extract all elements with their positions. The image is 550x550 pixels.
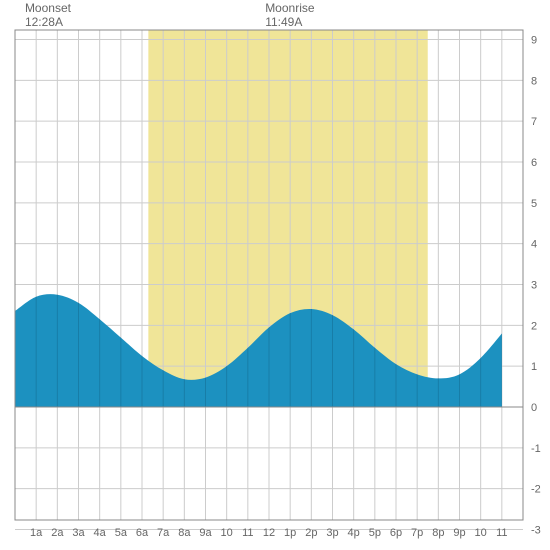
moonset-label-group: Moonset12:28A bbox=[25, 1, 72, 29]
y-tick-label: 9 bbox=[531, 35, 537, 47]
x-tick-label: 1a bbox=[30, 527, 43, 539]
moonrise-label: Moonrise bbox=[265, 1, 315, 15]
y-tick-label: -1 bbox=[531, 443, 541, 455]
moonrise-label-group: Moonrise11:49A bbox=[265, 1, 315, 29]
y-tick-label: 8 bbox=[531, 75, 537, 87]
moonset-time: 12:28A bbox=[25, 15, 63, 29]
x-tick-label: 7p bbox=[411, 527, 423, 539]
tide-chart: -3-2-101234567891a2a3a4a5a6a7a8a9a101112… bbox=[0, 0, 550, 550]
x-tick-label: 10 bbox=[221, 527, 233, 539]
moonset-label: Moonset bbox=[25, 1, 72, 15]
x-axis-labels: 1a 2a 3a 4a 5a 6a 7a 8a 9a 10 11 12 1p 2p 3p 4p 5p 6p 7p 8p… bbox=[30, 527, 508, 539]
y-tick-label: -2 bbox=[531, 484, 541, 496]
x-tick-label: 6a bbox=[136, 527, 149, 539]
x-tick-label: 5p bbox=[369, 527, 381, 539]
x-tick-label: 9a bbox=[199, 527, 212, 539]
y-tick-label: 7 bbox=[531, 116, 537, 128]
y-tick-label: 5 bbox=[531, 198, 537, 210]
y-tick-label: 2 bbox=[531, 320, 537, 332]
x-tick-label: 4p bbox=[348, 527, 360, 539]
y-axis-labels: -3 -2 -1 0 1 2 3 4 5 6 7 8 9 bbox=[531, 35, 541, 537]
x-tick-label: 9p bbox=[453, 527, 465, 539]
y-tick-label: -3 bbox=[531, 525, 541, 537]
grid bbox=[15, 30, 523, 530]
x-tick-label: 11 bbox=[496, 527, 507, 539]
y-tick-label: 1 bbox=[531, 361, 537, 373]
y-tick-label: 4 bbox=[531, 239, 537, 251]
x-tick-label: 8a bbox=[178, 527, 191, 539]
x-tick-label: 7a bbox=[157, 527, 170, 539]
x-tick-label: 4a bbox=[94, 527, 107, 539]
x-tick-label: 1p bbox=[284, 527, 296, 539]
x-tick-label: 11 bbox=[242, 527, 253, 539]
x-tick-label: 12 bbox=[263, 527, 275, 539]
x-tick-label: 8p bbox=[432, 527, 444, 539]
y-tick-label: 3 bbox=[531, 280, 537, 292]
x-tick-label: 6p bbox=[390, 527, 402, 539]
x-tick-label: 10 bbox=[475, 527, 487, 539]
x-tick-label: 5a bbox=[115, 527, 128, 539]
x-tick-label: 3a bbox=[72, 527, 85, 539]
moonrise-time: 11:49A bbox=[265, 15, 302, 29]
y-tick-label: 6 bbox=[531, 157, 537, 169]
x-tick-label: 3p bbox=[326, 527, 338, 539]
chart-svg: -3-2-101234567891a2a3a4a5a6a7a8a9a101112… bbox=[0, 0, 550, 550]
x-tick-label: 2p bbox=[305, 527, 317, 539]
y-tick-label: 0 bbox=[531, 402, 537, 414]
x-tick-label: 2a bbox=[51, 527, 64, 539]
